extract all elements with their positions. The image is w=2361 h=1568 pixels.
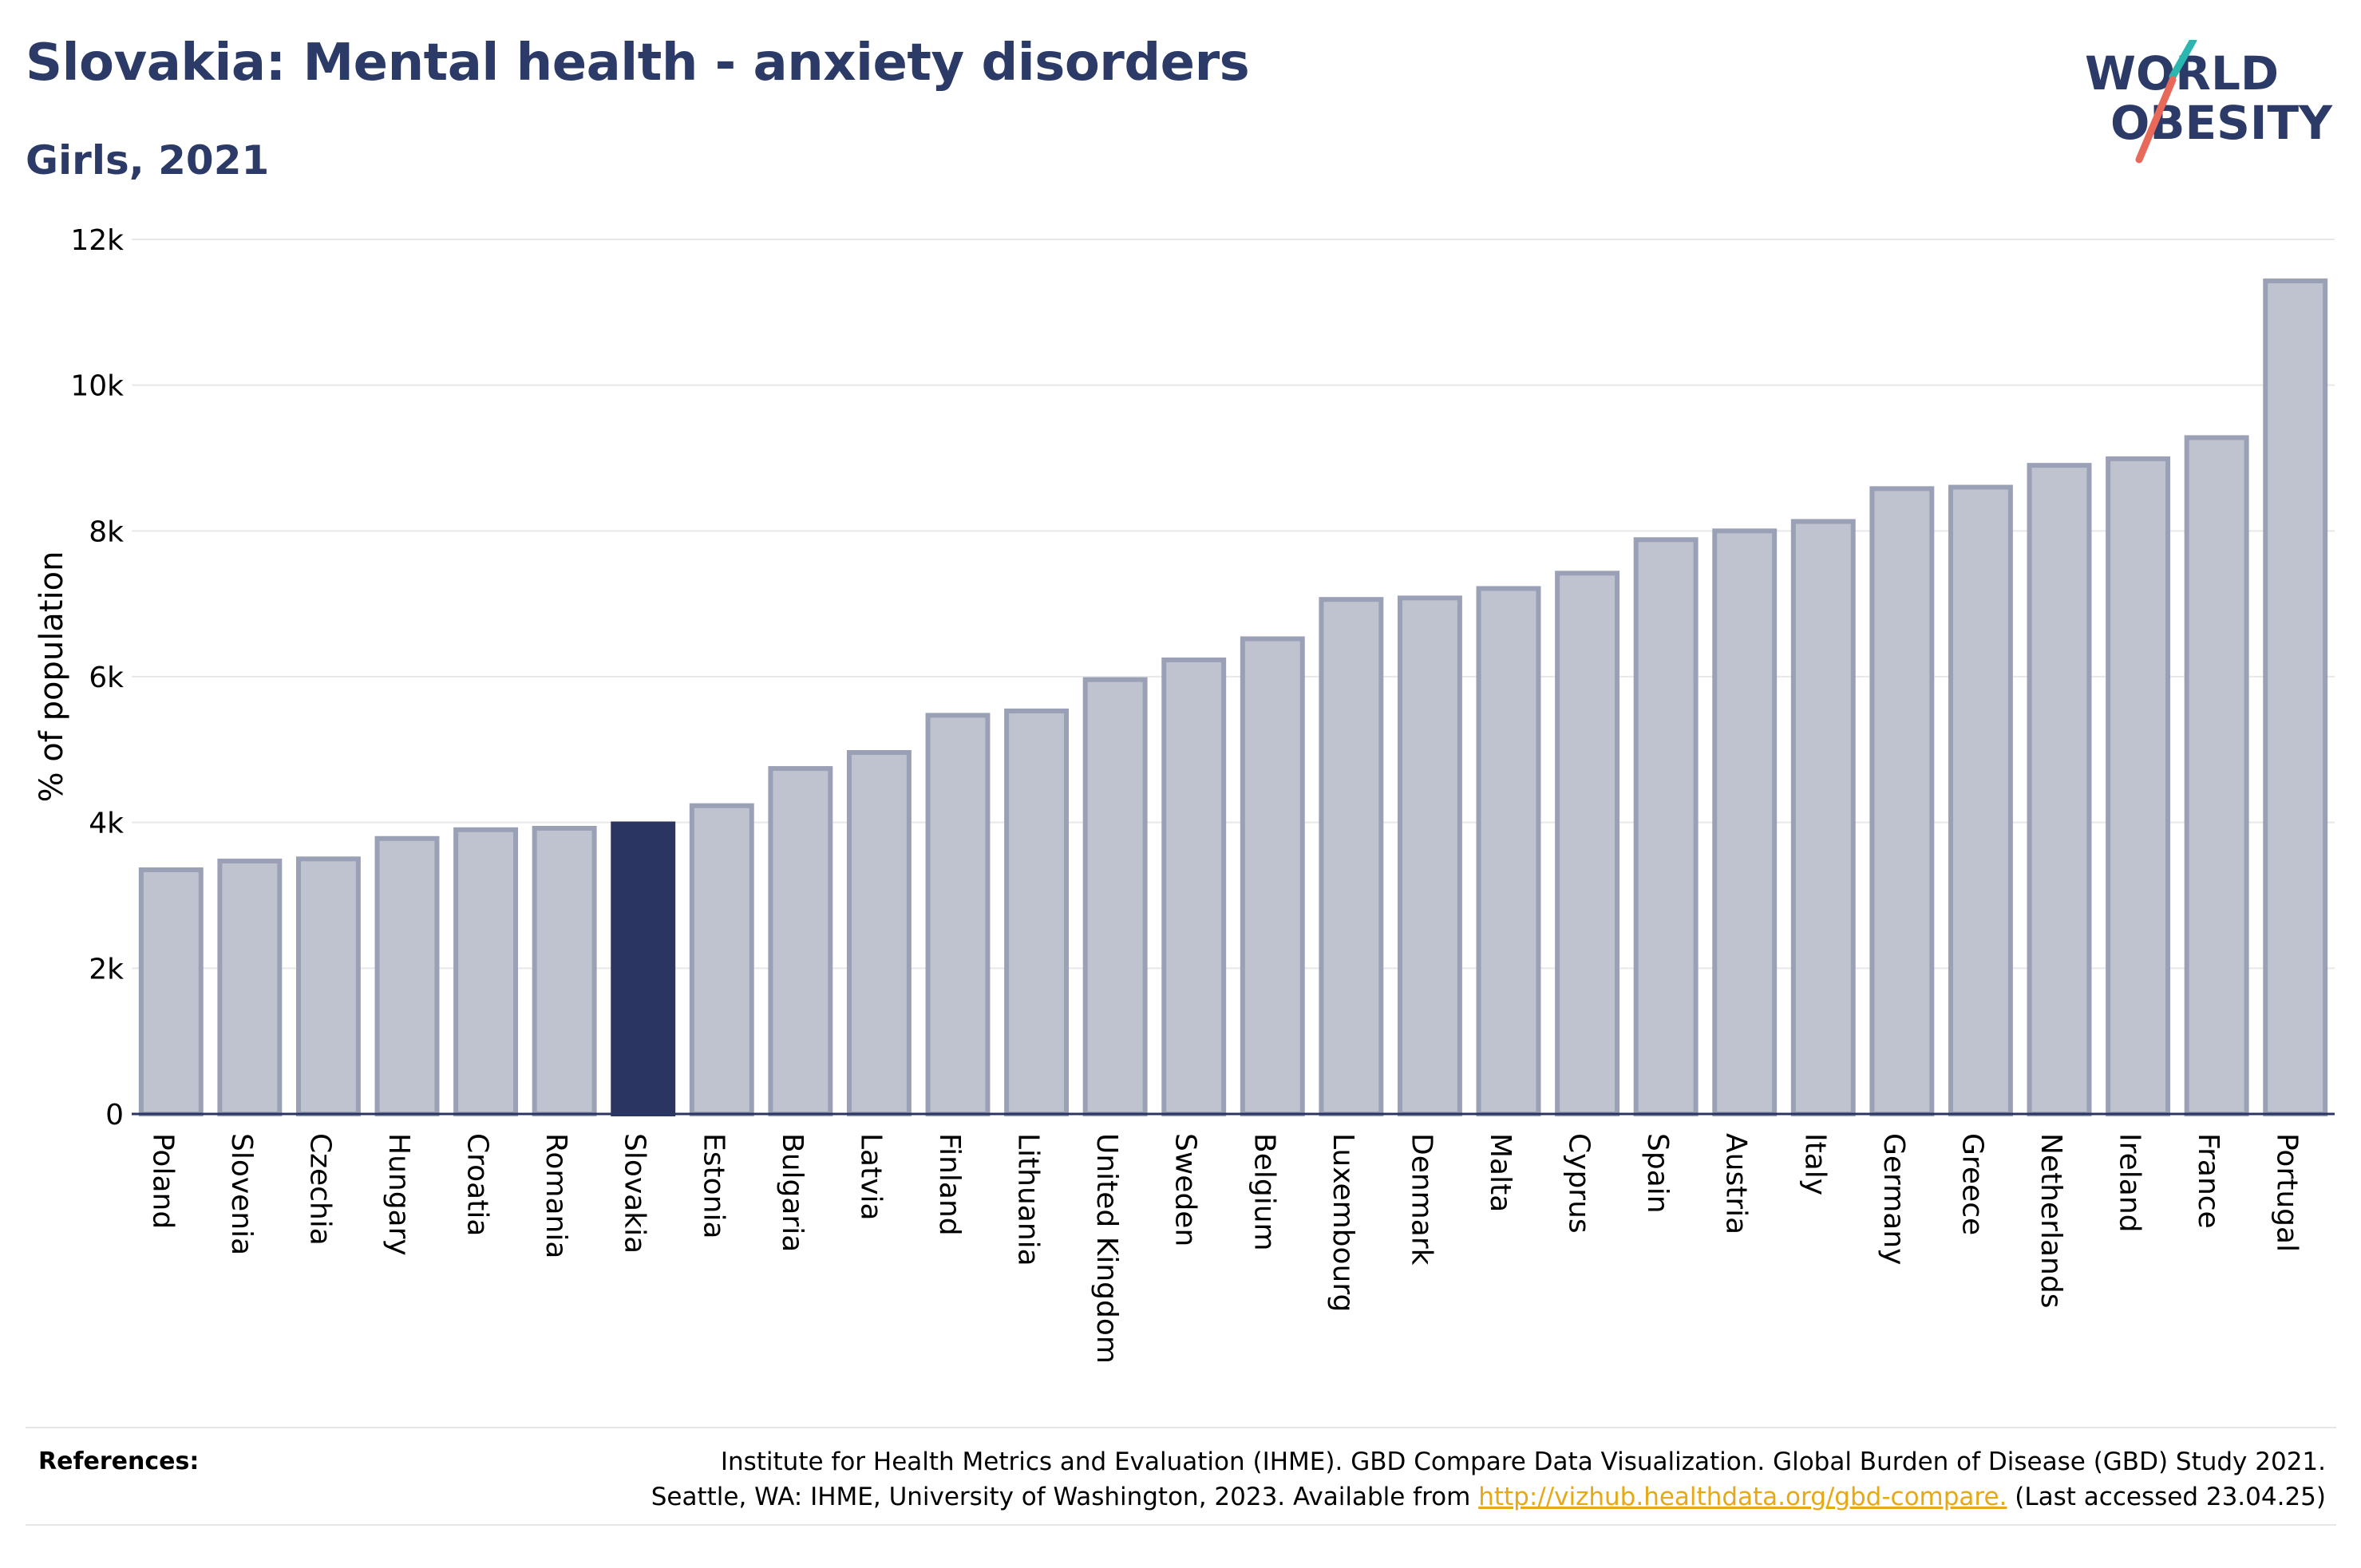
x-tick-label: Latvia	[854, 1133, 887, 1221]
bar-france	[2184, 435, 2249, 1116]
reference-line-1: Institute for Health Metrics and Evaluat…	[720, 1448, 2326, 1476]
x-tick-label: Austria	[1720, 1133, 1753, 1234]
x-tick-label: Malta	[1484, 1133, 1517, 1212]
references-divider-top	[26, 1427, 2336, 1428]
bar-malta	[1476, 586, 1541, 1116]
x-tick-label: United Kingdom	[1090, 1133, 1123, 1364]
x-tick-label: Denmark	[1405, 1133, 1438, 1266]
bar-czechia	[295, 856, 361, 1117]
reference-line-2: Seattle, WA: IHME, University of Washing…	[490, 1479, 2326, 1515]
bar-united-kingdom	[1082, 677, 1148, 1116]
x-tick-label: Netherlands	[2035, 1133, 2067, 1308]
x-tick-label: Slovakia	[619, 1133, 651, 1254]
bar-bulgaria	[768, 766, 833, 1117]
x-tick-label: Hungary	[382, 1133, 415, 1256]
references-text: Institute for Health Metrics and Evaluat…	[490, 1444, 2326, 1515]
bar-chart: 0 2k 4k 6k 8k 10k 12k Poland Slovenia Czechia Hun…	[34, 224, 2335, 1364]
x-tick-label: Slovenia	[225, 1133, 258, 1255]
bar-slovakia	[611, 821, 676, 1116]
bar-austria	[1712, 528, 1778, 1116]
y-tick-label: 6k	[89, 662, 124, 694]
bar-finland	[925, 713, 991, 1116]
x-tick-label: Belgium	[1248, 1133, 1280, 1251]
bar-germany	[1869, 486, 1935, 1116]
bar-greece	[1948, 484, 2013, 1116]
world-obesity-logo: WORLD OBESITY	[2085, 40, 2333, 164]
bar-latvia	[846, 749, 912, 1117]
x-tick-label: Italy	[1798, 1133, 1831, 1195]
y-tick-label: 0	[105, 1099, 124, 1132]
x-tick-label: Ireland	[2114, 1133, 2146, 1233]
x-tick-label: Estonia	[697, 1133, 730, 1239]
bar-romania	[532, 825, 597, 1117]
x-tick-label: Luxembourg	[1327, 1133, 1359, 1312]
bar-poland	[138, 867, 204, 1116]
logo-slash-teal	[2169, 40, 2197, 81]
y-tick-label: 2k	[89, 953, 124, 985]
x-tick-label: Croatia	[461, 1133, 494, 1236]
bar-spain	[1633, 537, 1699, 1116]
bar-cyprus	[1555, 571, 1620, 1116]
bar-lithuania	[1004, 708, 1070, 1117]
logo-slash-coral	[2135, 76, 2177, 164]
bar-netherlands	[2027, 463, 2092, 1116]
bar-denmark	[1397, 595, 1462, 1116]
x-tick-label: Czechia	[303, 1133, 336, 1246]
bar-belgium	[1240, 636, 1305, 1116]
bar-portugal	[2263, 278, 2328, 1116]
x-tick-label: Finland	[933, 1133, 966, 1236]
y-axis-ticks: 0 2k 4k 6k 8k 10k 12k	[70, 224, 124, 1132]
chart-subtitle: Girls, 2021	[26, 137, 270, 184]
reference-link[interactable]: http://vizhub.healthdata.org/gbd-compare…	[1478, 1483, 2007, 1511]
bar-ireland	[2106, 456, 2171, 1116]
reference-line-2-pre: Seattle, WA: IHME, University of Washing…	[651, 1483, 1479, 1511]
x-tick-label: Germany	[1877, 1133, 1910, 1265]
bar-luxembourg	[1319, 597, 1384, 1116]
x-tick-label: Greece	[1956, 1133, 1988, 1235]
chart-title: Slovakia: Mental health - anxiety disord…	[26, 34, 1250, 93]
references-divider-bottom	[26, 1524, 2336, 1526]
references-label: References:	[38, 1448, 200, 1475]
bar-hungary	[374, 835, 440, 1116]
y-axis-label: % of population	[34, 551, 70, 803]
x-tick-label: Sweden	[1169, 1133, 1202, 1246]
x-tick-label: Bulgaria	[776, 1133, 809, 1252]
reference-line-2-post: (Last accessed 23.04.25)	[2007, 1483, 2326, 1511]
bar-slovenia	[217, 859, 283, 1117]
y-tick-label: 4k	[89, 808, 124, 840]
y-tick-label: 12k	[70, 224, 124, 257]
bar-estonia	[689, 803, 754, 1116]
y-tick-label: 10k	[70, 370, 124, 403]
x-tick-label: Portugal	[2271, 1133, 2304, 1252]
x-tick-label: Spain	[1641, 1133, 1674, 1214]
x-axis-ticks: Poland Slovenia Czechia Hungary Croatia Roman…	[146, 1133, 2303, 1364]
bar-sweden	[1161, 657, 1227, 1116]
y-tick-label: 8k	[89, 515, 124, 548]
x-tick-label: Lithuania	[1012, 1133, 1045, 1266]
x-tick-label: France	[2192, 1133, 2225, 1229]
bars	[138, 278, 2328, 1117]
bar-italy	[1790, 519, 1856, 1116]
x-tick-label: Cyprus	[1563, 1133, 1596, 1234]
x-tick-label: Romania	[540, 1133, 572, 1258]
x-tick-label: Poland	[146, 1133, 179, 1229]
bar-croatia	[453, 827, 519, 1117]
